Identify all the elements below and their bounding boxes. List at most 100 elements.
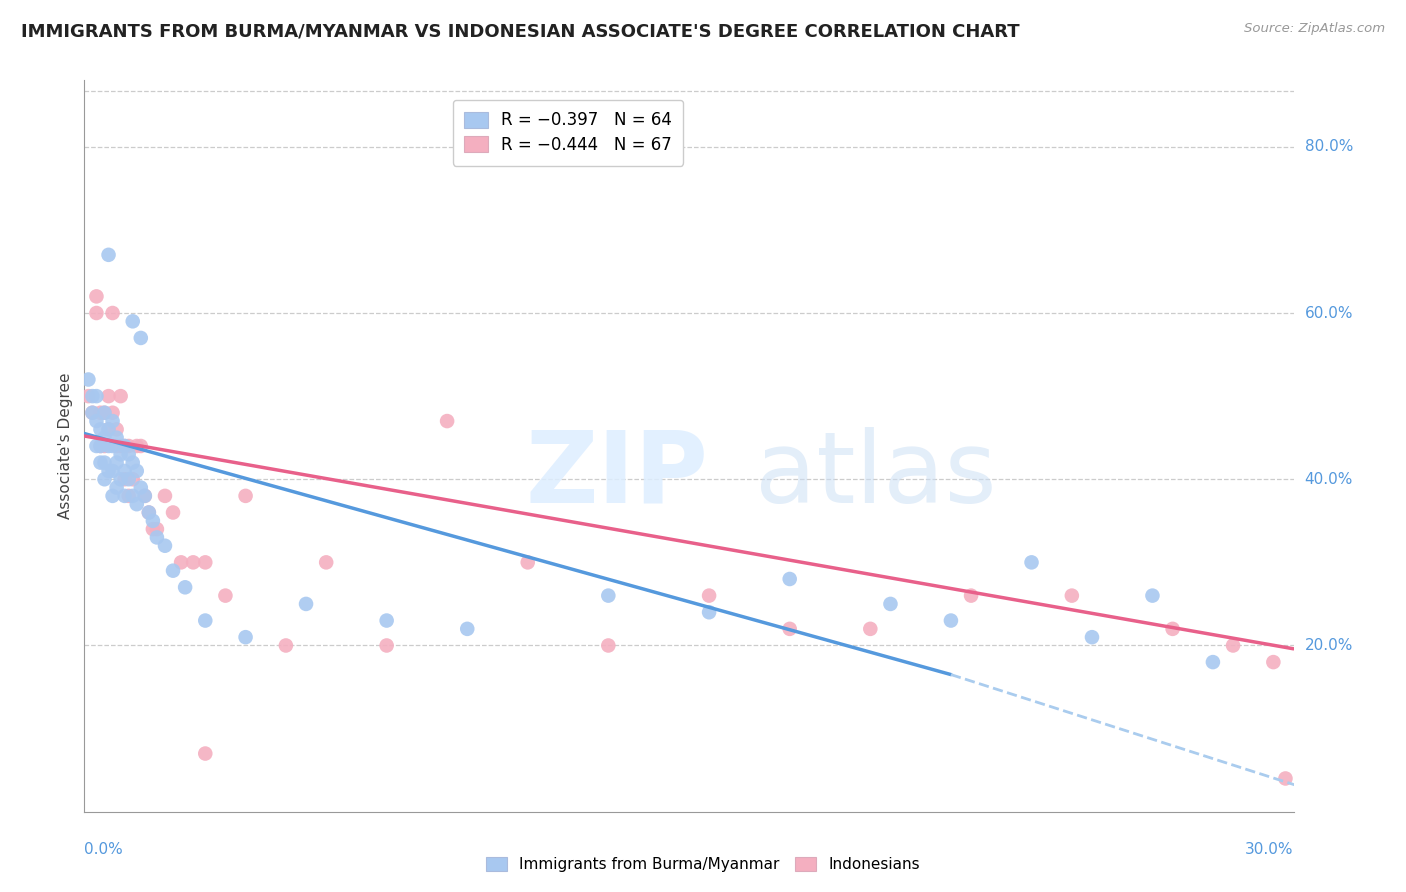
Point bbox=[598, 639, 620, 653]
Point bbox=[375, 614, 398, 628]
Point bbox=[274, 639, 297, 653]
Point bbox=[114, 464, 136, 478]
Point bbox=[97, 422, 120, 436]
Point bbox=[97, 439, 120, 453]
Point bbox=[174, 580, 197, 594]
Text: atlas: atlas bbox=[755, 426, 997, 524]
Point bbox=[101, 489, 124, 503]
Point bbox=[110, 447, 132, 461]
Point bbox=[138, 506, 160, 520]
Point bbox=[960, 589, 983, 603]
Point bbox=[101, 439, 124, 453]
Point bbox=[110, 439, 132, 453]
Point bbox=[97, 422, 120, 436]
Point bbox=[697, 605, 720, 619]
Point bbox=[142, 514, 165, 528]
Point bbox=[82, 406, 104, 420]
Point bbox=[125, 497, 148, 511]
Point bbox=[375, 639, 398, 653]
Point bbox=[121, 314, 143, 328]
Point bbox=[93, 431, 115, 445]
Point bbox=[114, 472, 136, 486]
Point bbox=[146, 530, 169, 544]
Point bbox=[1081, 630, 1104, 644]
Point bbox=[162, 564, 184, 578]
Point bbox=[97, 464, 120, 478]
Point bbox=[1021, 555, 1043, 569]
Text: 0.0%: 0.0% bbox=[84, 842, 124, 857]
Point bbox=[114, 489, 136, 503]
Point bbox=[82, 389, 104, 403]
Point bbox=[89, 406, 111, 420]
Point bbox=[118, 439, 141, 453]
Text: 20.0%: 20.0% bbox=[1305, 638, 1353, 653]
Point bbox=[86, 389, 108, 403]
Point bbox=[121, 489, 143, 503]
Point bbox=[93, 472, 115, 486]
Point bbox=[101, 414, 124, 428]
Point bbox=[194, 614, 217, 628]
Point bbox=[235, 489, 257, 503]
Point bbox=[598, 589, 620, 603]
Point bbox=[86, 414, 108, 428]
Point bbox=[77, 372, 100, 386]
Point bbox=[121, 456, 143, 470]
Point bbox=[93, 439, 115, 453]
Point bbox=[456, 622, 478, 636]
Legend: Immigrants from Burma/Myanmar, Indonesians: Immigrants from Burma/Myanmar, Indonesia… bbox=[478, 849, 928, 880]
Point bbox=[105, 431, 128, 445]
Point bbox=[110, 389, 132, 403]
Point bbox=[295, 597, 318, 611]
Point bbox=[939, 614, 962, 628]
Point bbox=[153, 489, 176, 503]
Point bbox=[114, 439, 136, 453]
Point bbox=[859, 622, 882, 636]
Point bbox=[194, 747, 217, 761]
Text: ZIP: ZIP bbox=[526, 426, 709, 524]
Point bbox=[315, 555, 337, 569]
Point bbox=[170, 555, 193, 569]
Point bbox=[153, 539, 176, 553]
Point bbox=[235, 630, 257, 644]
Point bbox=[101, 464, 124, 478]
Point bbox=[1142, 589, 1164, 603]
Legend: R = −0.397   N = 64, R = −0.444   N = 67: R = −0.397 N = 64, R = −0.444 N = 67 bbox=[453, 100, 683, 166]
Point bbox=[779, 622, 801, 636]
Point bbox=[436, 414, 458, 428]
Point bbox=[1161, 622, 1184, 636]
Text: 80.0%: 80.0% bbox=[1305, 139, 1353, 154]
Point bbox=[93, 406, 115, 420]
Point bbox=[101, 406, 124, 420]
Point bbox=[134, 489, 156, 503]
Point bbox=[89, 422, 111, 436]
Point bbox=[118, 447, 141, 461]
Point bbox=[214, 589, 236, 603]
Point bbox=[142, 522, 165, 536]
Point bbox=[89, 439, 111, 453]
Point bbox=[101, 306, 124, 320]
Text: Source: ZipAtlas.com: Source: ZipAtlas.com bbox=[1244, 22, 1385, 36]
Text: IMMIGRANTS FROM BURMA/MYANMAR VS INDONESIAN ASSOCIATE'S DEGREE CORRELATION CHART: IMMIGRANTS FROM BURMA/MYANMAR VS INDONES… bbox=[21, 22, 1019, 40]
Point bbox=[129, 439, 152, 453]
Point bbox=[879, 597, 901, 611]
Point bbox=[86, 289, 108, 303]
Point bbox=[89, 456, 111, 470]
Y-axis label: Associate's Degree: Associate's Degree bbox=[58, 373, 73, 519]
Point bbox=[1202, 655, 1225, 669]
Point bbox=[86, 439, 108, 453]
Point bbox=[93, 456, 115, 470]
Point bbox=[105, 439, 128, 453]
Point bbox=[77, 389, 100, 403]
Point bbox=[146, 522, 169, 536]
Point bbox=[125, 464, 148, 478]
Point bbox=[93, 406, 115, 420]
Point bbox=[162, 506, 184, 520]
Point bbox=[697, 589, 720, 603]
Point bbox=[89, 439, 111, 453]
Text: 30.0%: 30.0% bbox=[1246, 842, 1294, 857]
Point bbox=[129, 481, 152, 495]
Point bbox=[181, 555, 204, 569]
Text: 40.0%: 40.0% bbox=[1305, 472, 1353, 487]
Point bbox=[118, 489, 141, 503]
Point bbox=[105, 456, 128, 470]
